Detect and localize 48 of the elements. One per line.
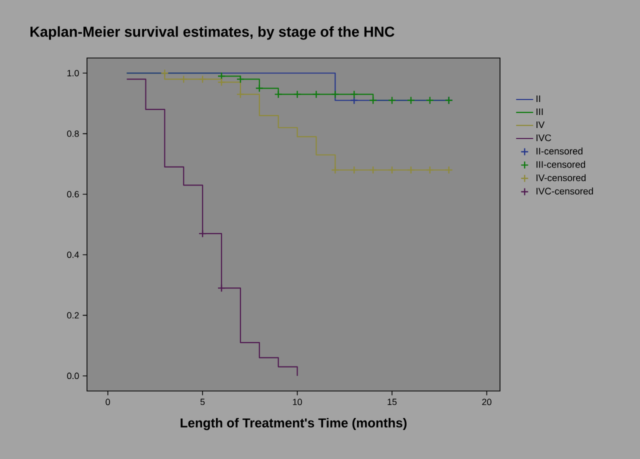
legend-label: IVC bbox=[536, 134, 552, 142]
legend-label: IVC-censored bbox=[536, 188, 593, 195]
point bbox=[236, 90, 245, 98]
chart-title: Kaplan-Meier survival estimates, by stage of the HNC bbox=[30, 26, 394, 40]
legend-label: II bbox=[536, 95, 540, 102]
legend-label: IV-censored bbox=[536, 174, 586, 182]
point bbox=[312, 90, 320, 98]
point bbox=[255, 84, 264, 92]
point bbox=[388, 96, 396, 104]
y-tick-label: 0.4 bbox=[67, 252, 79, 258]
point bbox=[444, 166, 453, 174]
x-tick-label: 5 bbox=[200, 398, 205, 406]
x-tick-label: 15 bbox=[388, 398, 397, 406]
point bbox=[406, 96, 416, 104]
y-tick-label: 0.8 bbox=[67, 130, 79, 137]
y-tick-label: 0.0 bbox=[67, 372, 79, 380]
point bbox=[217, 72, 226, 80]
point bbox=[198, 75, 207, 84]
point bbox=[350, 90, 358, 98]
point bbox=[368, 166, 378, 174]
point bbox=[350, 166, 358, 174]
point bbox=[160, 69, 169, 78]
point bbox=[180, 75, 188, 84]
x-axis-title: Length of Treatment's Time (months) bbox=[180, 418, 407, 430]
legend-label: IV bbox=[536, 121, 545, 128]
x-tick-label: 0 bbox=[106, 398, 110, 406]
point bbox=[368, 96, 378, 104]
point bbox=[274, 90, 282, 98]
point bbox=[198, 229, 207, 238]
point bbox=[331, 166, 340, 174]
legend-label: III bbox=[536, 108, 543, 115]
y-tick-label: 0.6 bbox=[67, 191, 79, 198]
y-tick-label: 1.0 bbox=[67, 70, 79, 76]
point bbox=[293, 90, 302, 98]
point bbox=[350, 96, 358, 104]
x-tick-label: 10 bbox=[292, 398, 302, 406]
point bbox=[426, 166, 434, 174]
point bbox=[406, 166, 416, 174]
point bbox=[217, 78, 226, 86]
point bbox=[388, 166, 396, 174]
x-tick-label: 20 bbox=[482, 398, 492, 406]
point bbox=[426, 96, 434, 104]
point bbox=[331, 90, 340, 98]
point bbox=[217, 284, 226, 292]
point bbox=[236, 75, 245, 84]
y-tick-label: 0.2 bbox=[67, 312, 79, 318]
legend-label: II-censored bbox=[536, 148, 582, 154]
legend-label: III-censored bbox=[536, 160, 586, 168]
